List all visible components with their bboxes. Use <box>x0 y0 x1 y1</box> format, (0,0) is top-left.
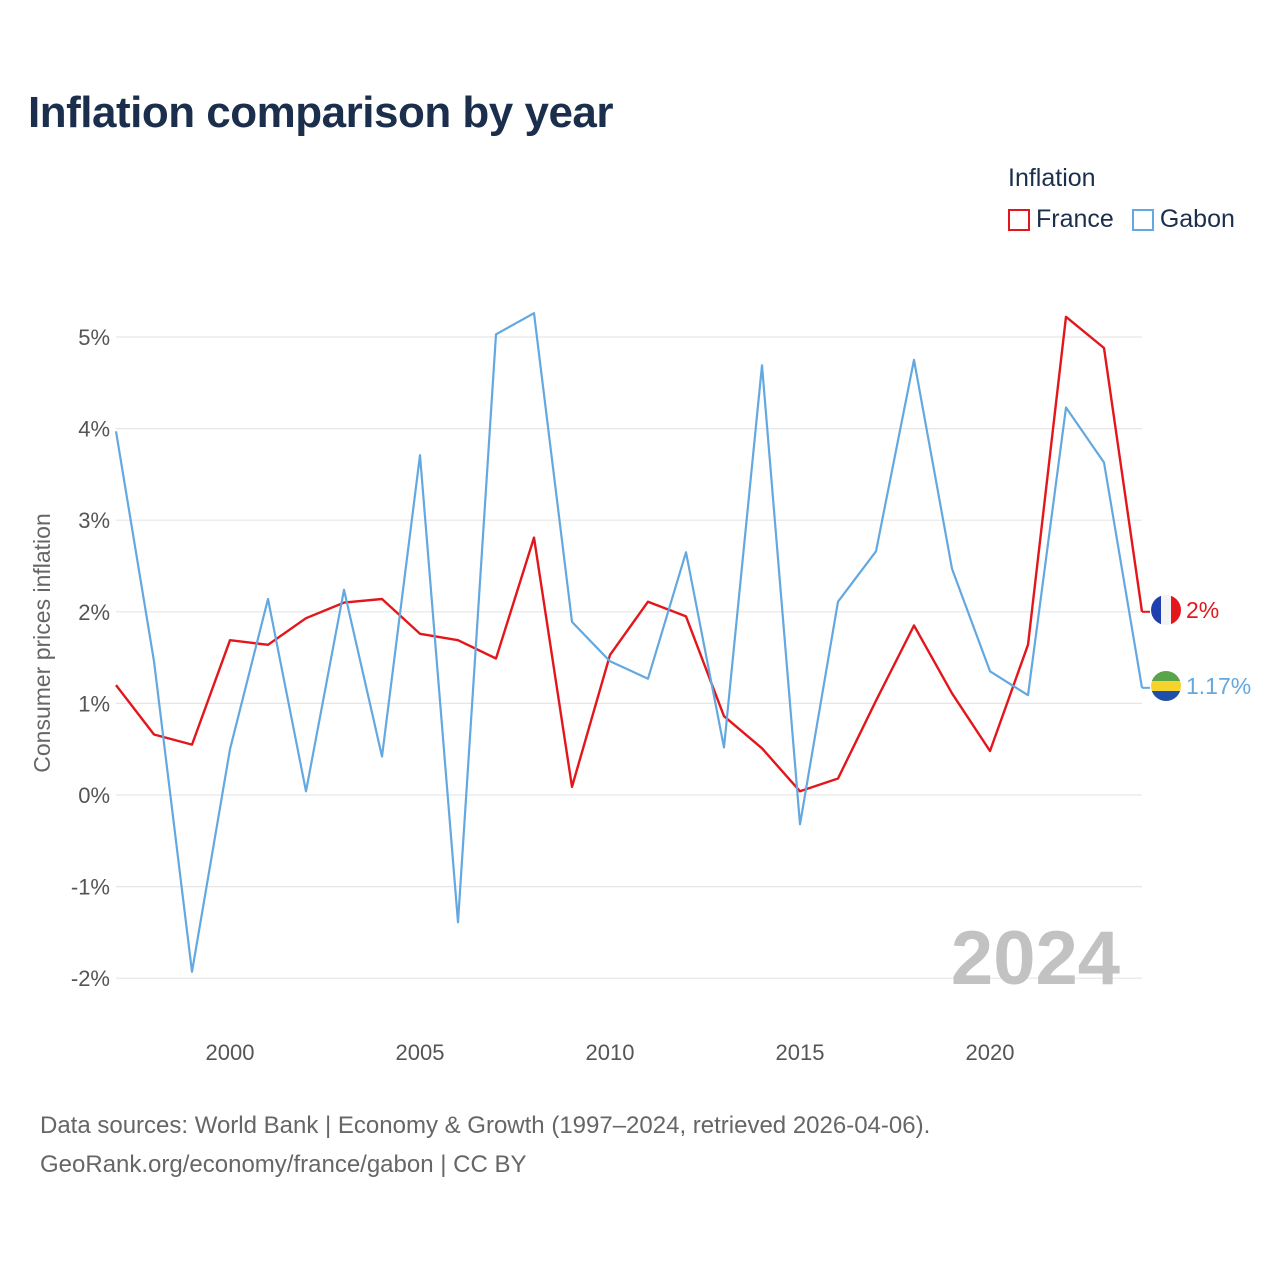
y-tick-label: 5% <box>78 325 110 350</box>
y-tick-label: 2% <box>78 600 110 625</box>
legend-item-france[interactable]: France <box>1008 205 1114 234</box>
series-line-france <box>115 315 1144 793</box>
y-axis-label: Consumer prices inflation <box>29 513 55 773</box>
y-tick-label: -1% <box>71 875 110 900</box>
x-axis-ticks: 2000 2005 2010 2015 2020 <box>206 1040 1015 1065</box>
year-watermark: 2024 <box>951 916 1120 1001</box>
y-tick-label: 3% <box>78 508 110 533</box>
x-tick-label: 2020 <box>966 1040 1015 1065</box>
legend-swatch-gabon <box>1131 208 1154 231</box>
legend-label-france: France <box>1036 205 1114 233</box>
y-axis-ticks: -2% -1% 0% 1% 2% 3% 4% 5% <box>71 325 110 991</box>
france-end-label: 2% <box>1186 597 1219 623</box>
x-tick-label: 2010 <box>586 1040 635 1065</box>
gabon-flag-icon <box>1151 671 1181 701</box>
footer-sources: Data sources: World Bank | Economy & Gro… <box>40 1112 931 1139</box>
series-lines <box>114 312 1150 973</box>
legend-swatch-france <box>1008 208 1030 231</box>
gridlines <box>116 336 1142 979</box>
y-tick-label: 1% <box>78 691 110 716</box>
y-tick-label: 4% <box>78 417 110 442</box>
y-tick-label: -2% <box>71 966 110 991</box>
legend: France Gabon <box>1008 205 1253 234</box>
legend-title: Inflation <box>1008 164 1096 192</box>
france-flag-icon <box>1151 595 1181 625</box>
gabon-end-label: 1.17% <box>1186 673 1251 699</box>
legend-item-gabon[interactable]: Gabon <box>1131 205 1235 234</box>
footer: Data sources: World Bank | Economy & Gro… <box>40 1106 930 1184</box>
series-line-gabon <box>114 312 1144 973</box>
y-tick-label: 0% <box>78 783 110 808</box>
x-tick-label: 2015 <box>776 1040 825 1065</box>
chart-title: Inflation comparison by year <box>28 88 614 137</box>
x-tick-label: 2000 <box>206 1040 255 1065</box>
x-tick-label: 2005 <box>396 1040 445 1065</box>
legend-label-gabon: Gabon <box>1159 205 1235 233</box>
footer-link[interactable]: GeoRank.org/economy/france/gabon | CC BY <box>40 1151 527 1178</box>
